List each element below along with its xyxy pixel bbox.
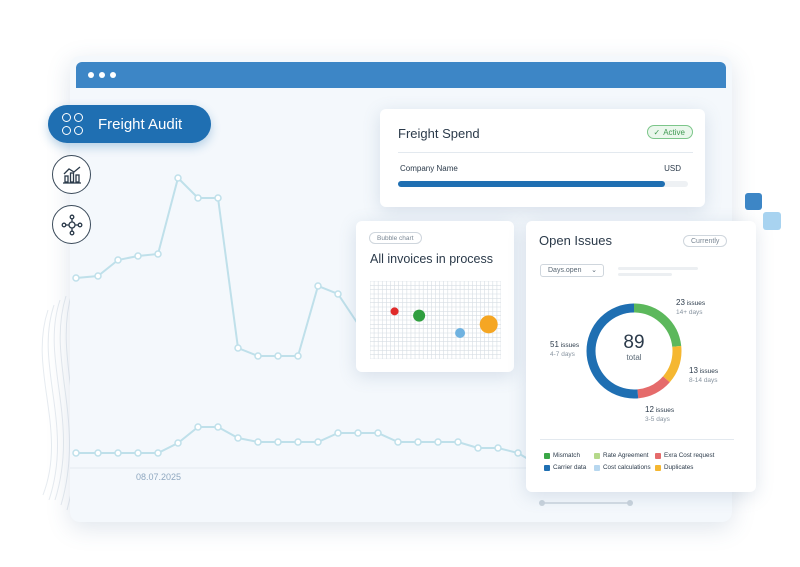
issues-donut-chart (586, 303, 682, 399)
donut-segment[interactable] (586, 303, 682, 399)
card-title: All invoices in process (370, 252, 493, 266)
segment-label-green: 23 issues 14+ days (676, 298, 706, 316)
legend-item: Mismatch (544, 452, 580, 459)
apps-grid-icon (62, 113, 84, 135)
legend-item: Duplicates (655, 464, 693, 471)
divider (398, 152, 693, 153)
legend-item: Rate Agreement (594, 452, 649, 459)
decorative-square (745, 193, 762, 210)
background-line-chart (70, 174, 732, 506)
bubble-point[interactable] (413, 309, 426, 322)
segment-label-red: 12 issues 3-5 days (645, 405, 675, 423)
window-dot-icon[interactable] (88, 72, 94, 78)
placeholder-line (618, 273, 672, 276)
nav-label: Freight Audit (98, 115, 183, 133)
placeholder-line (618, 267, 698, 270)
legend-swatch (544, 452, 550, 459)
status-badge: ✓ Active (646, 125, 693, 139)
analytics-nav-button[interactable] (52, 155, 91, 194)
total-label: total (626, 353, 642, 362)
check-icon: ✓ (653, 127, 661, 137)
spend-progress-fill (398, 181, 665, 187)
divider (540, 439, 734, 440)
bubble-chart-card: Bubble chart All invoices in process (356, 221, 514, 372)
date-axis-label: 08.07.2025 (136, 472, 182, 482)
donut-segment[interactable] (586, 303, 682, 399)
legend-swatch (655, 464, 661, 471)
segment-label-yellow: 13 issues 8-14 days (689, 366, 719, 384)
legend-item: Cost calculations (594, 464, 651, 471)
period-tag: Currently (683, 235, 728, 247)
legend-swatch (544, 464, 550, 471)
bubble-point[interactable] (479, 315, 498, 334)
network-icon (61, 214, 82, 235)
select-value: Days.open (548, 267, 582, 274)
legend-item: Exra Cost request (655, 452, 714, 459)
freight-audit-nav-button[interactable]: Freight Audit (48, 105, 211, 143)
chart-type-tag: Bubble chart (369, 232, 422, 244)
total-value: 89 (623, 332, 645, 353)
chevron-down-icon: ⌄ (591, 267, 597, 274)
open-issues-card: Open Issues Currently Days.open ⌄ 89 tot… (526, 221, 756, 492)
card-title: Open Issues (539, 233, 612, 248)
network-nav-button[interactable] (52, 205, 91, 244)
bubble-chart (370, 281, 501, 359)
days-open-select[interactable]: Days.open ⌄ (540, 264, 604, 277)
decorative-square (763, 212, 781, 230)
bubble-point[interactable] (455, 328, 466, 338)
legend-swatch (594, 452, 600, 459)
bar-chart-icon (62, 166, 81, 184)
legend-item: Carrier data (544, 464, 586, 471)
window-dot-icon[interactable] (99, 72, 105, 78)
status-badge-label: Active (663, 127, 685, 137)
window-dot-icon[interactable] (110, 72, 116, 78)
title-bar (76, 62, 726, 88)
card-title: Freight Spend (398, 126, 480, 141)
spend-progress-bar (398, 181, 688, 187)
column-header-company: Company Name (400, 164, 458, 173)
legend-swatch (655, 452, 661, 459)
bubble-point[interactable] (390, 307, 399, 316)
segment-label-blue: 51 issues 4-7 days (550, 340, 580, 358)
column-header-currency: USD (664, 164, 681, 173)
legend-swatch (594, 464, 600, 471)
freight-spend-card: Freight Spend ✓ Active Company Name USD (380, 109, 705, 207)
